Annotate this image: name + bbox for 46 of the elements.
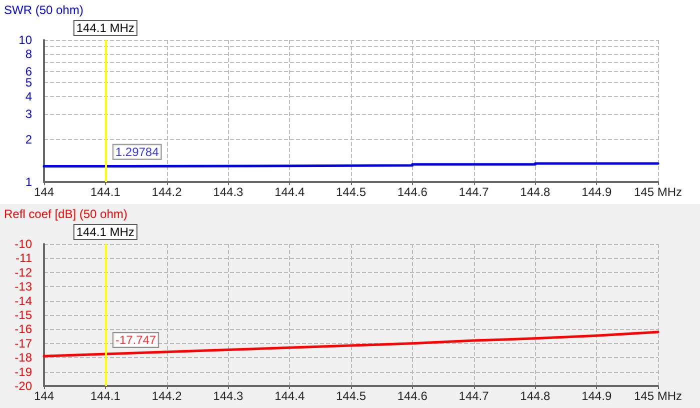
y-tick-label: 4 [25, 90, 32, 104]
y-tick-label: -12 [14, 265, 32, 280]
annotation: -17.747 [115, 333, 156, 348]
y-tick-label: -14 [14, 294, 32, 308]
x-tick-label: 144.7 [458, 389, 490, 403]
x-tick-label: 144.3 [213, 389, 244, 403]
y-tick-label: -13 [14, 280, 32, 294]
x-tick-label: 144.5 [336, 389, 366, 403]
y-tick-label: -11 [16, 251, 32, 266]
y-tick-label: -20 [14, 379, 32, 393]
x-tick-label: 145 MHz [634, 185, 682, 199]
y-tick-label: 8 [25, 46, 32, 61]
y-tick-label: 3 [25, 107, 32, 122]
annotation: 1.29784 [115, 144, 160, 159]
y-axis-title: SWR (50 ohm) [4, 3, 84, 17]
x-tick-label: 144.7 [458, 185, 490, 199]
x-tick-label: 144.6 [397, 389, 428, 403]
x-tick-label: 144.2 [152, 389, 182, 403]
x-tick-label: 144.5 [336, 185, 366, 199]
y-tick-label: -17 [14, 336, 32, 350]
y-tick-label: -16 [14, 322, 32, 336]
x-tick-label: 144.4 [274, 389, 305, 403]
y-axis-title: Refl coef [dB] (50 ohm) [4, 207, 128, 221]
x-tick-label: 144.1 [90, 389, 121, 403]
x-tick-label: 144.9 [582, 185, 612, 199]
y-tick-label: 2 [25, 132, 32, 146]
x-tick-label: 144.1 [90, 185, 121, 199]
x-tick-label: 144.9 [582, 389, 612, 403]
ref-line-label: 144.1 MHz [76, 21, 134, 35]
y-tick-label: 10 [18, 33, 32, 47]
y-tick-label: -15 [14, 308, 32, 322]
line-series [42, 330, 660, 358]
x-tick-label: 144.3 [213, 185, 244, 199]
y-tick-label: 1 [25, 175, 32, 189]
y-tick-label: -19 [14, 364, 32, 379]
x-tick-label: 145 MHz [634, 389, 682, 403]
x-tick-label: 144.8 [520, 389, 551, 403]
x-tick-label: 144.4 [274, 185, 305, 199]
x-tick-label: 144 [34, 185, 54, 199]
y-tick-label: -10 [14, 237, 32, 251]
y-tick-label: -18 [14, 350, 32, 365]
x-tick-label: 144.8 [520, 185, 551, 199]
x-tick-label: 144.6 [397, 185, 428, 199]
x-tick-label: 144.2 [152, 185, 182, 199]
x-tick-label: 144 [34, 389, 54, 403]
ref-line-label: 144.1 MHz [76, 225, 134, 239]
